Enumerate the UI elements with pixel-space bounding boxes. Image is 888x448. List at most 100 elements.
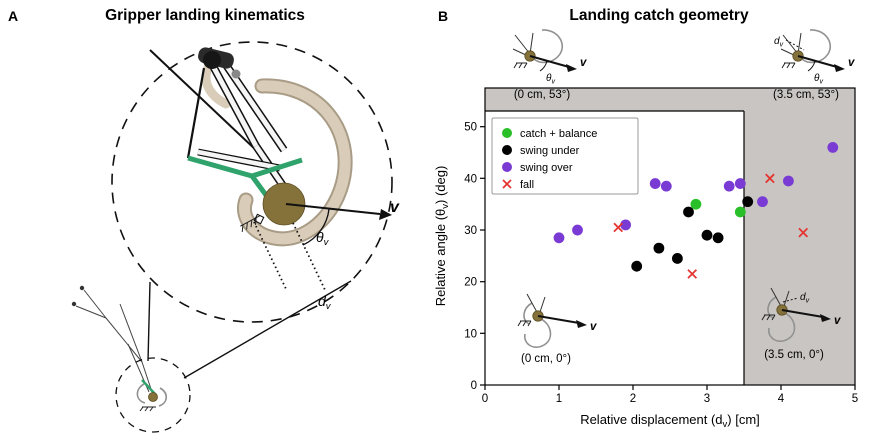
- inset-displacement-label: dv: [774, 36, 784, 49]
- inset-theta-arc: [539, 60, 548, 72]
- inset-theta-arc: [807, 60, 816, 72]
- inset-velocity-label: v: [848, 57, 855, 69]
- data-point-swing-over: [620, 219, 631, 231]
- inset-theta-label: θv: [546, 73, 555, 86]
- ground-hatch-small: [139, 406, 156, 412]
- inset-velocity-label: v: [834, 315, 841, 327]
- inset-velocity-arrowhead: [566, 64, 577, 72]
- x-axis-label: Relative displacement (dv) [cm]: [580, 412, 760, 430]
- legend-box: [491, 117, 639, 195]
- data-point-swing-under: [672, 253, 683, 264]
- tether-line: [149, 49, 259, 153]
- data-point-swing-over: [723, 180, 735, 192]
- gripper-kinematics-drawing: v θv dv: [71, 41, 400, 433]
- robot-foot: [71, 301, 77, 307]
- panel-a: v θv dv A Gripper landing kinematics: [0, 0, 430, 448]
- inset-displacement-line: [782, 297, 799, 303]
- gripper-axis-dotted: [292, 222, 327, 293]
- zoom-circle-small: [115, 357, 191, 433]
- inset-velocity-arrow: [781, 308, 824, 319]
- data-point-swing-over: [572, 224, 583, 236]
- velocity-label: v: [390, 199, 400, 216]
- inset-top-left: θv v (0 cm, 53°): [512, 29, 587, 101]
- hook-left-part: [201, 63, 231, 109]
- data-point-swing-under: [701, 229, 713, 241]
- data-point-swing-over: [757, 196, 768, 208]
- right-angle-marker: [253, 213, 265, 225]
- data-point-fall: [687, 269, 698, 279]
- data-point-swing-under: [712, 232, 724, 244]
- theta-label: θv: [316, 229, 330, 248]
- hook-body: [239, 80, 351, 245]
- data-point-fall: [765, 173, 775, 184]
- theta-arc: [302, 208, 330, 246]
- data-point-swing-over: [660, 180, 672, 192]
- perch-dot: [262, 182, 306, 226]
- inset-velocity-arrowhead: [576, 320, 587, 328]
- robot-overview-sketch: [71, 285, 191, 433]
- data-point-swing-over: [553, 232, 565, 244]
- callout-line-right: [183, 280, 352, 379]
- data-point-swing-under: [653, 242, 665, 254]
- legend-marker-swing-over: [502, 162, 512, 172]
- legend: catch + balance swing under swing over f…: [491, 117, 639, 195]
- data-point-swing-over: [827, 142, 839, 153]
- ground-hatch: [240, 215, 260, 232]
- svg-text:50: 50: [464, 122, 477, 134]
- legend-marker-swing-under: [502, 145, 512, 155]
- svg-text:5: 5: [852, 393, 858, 405]
- actuator-assembly: [198, 47, 241, 79]
- panel-b: 0 1 2 3 4 5 0 10 20 30 40 50: [430, 0, 888, 448]
- scatter-chart: 0 1 2 3 4 5 0 10 20 30 40 50: [433, 29, 858, 430]
- inset-ground-hatch: [761, 314, 776, 321]
- svg-text:30: 30: [464, 225, 477, 237]
- y-tick-labels: 0 10 20 30 40 50: [464, 122, 477, 392]
- green-link-small: [141, 379, 156, 395]
- inset-velocity-arrowhead: [820, 314, 831, 322]
- panel-b-title: Landing catch geometry: [569, 7, 749, 24]
- svg-text:2: 2: [630, 393, 636, 405]
- plot-frame: [484, 87, 856, 386]
- svg-text:3: 3: [704, 393, 710, 405]
- x-tick-labels: 0 1 2 3 4 5: [482, 393, 858, 405]
- data-point-catch-balance: [734, 206, 746, 218]
- data-point-fall: [798, 227, 809, 238]
- legend-marker-fall: [502, 179, 512, 189]
- data-point-fall: [613, 222, 624, 233]
- y-axis-ticks: [480, 126, 485, 386]
- data-point-swing-under: [683, 206, 694, 218]
- scatter-points: [553, 142, 839, 279]
- data-point-swing-over: [649, 178, 661, 189]
- velocity-arrow: [285, 202, 381, 216]
- legend-label-swing-under: swing under: [520, 145, 580, 157]
- inset-velocity-arrow: [529, 54, 570, 69]
- data-point-swing-under: [742, 196, 754, 208]
- inset-velocity-label: v: [580, 57, 587, 69]
- velocity-arrowhead: [379, 209, 392, 220]
- callout-line-left: [147, 281, 151, 362]
- data-point-swing-over: [783, 175, 794, 187]
- inset-theta-label: θv: [814, 73, 823, 86]
- inset-top-right: dv θv v (3.5 cm, 53°): [773, 29, 855, 101]
- inset-ground-hatch: [517, 320, 532, 327]
- legend-marker-catch: [502, 128, 512, 138]
- small-hook-right: [158, 387, 168, 407]
- data-point-catch-balance: [690, 198, 702, 210]
- inset-velocity-label: v: [590, 321, 597, 333]
- panel-b-letter: B: [438, 8, 449, 24]
- perch-dot-small: [148, 392, 158, 402]
- panel-a-letter: A: [8, 8, 19, 24]
- left-linkage-line: [186, 67, 206, 159]
- svg-text:0: 0: [482, 393, 488, 405]
- legend-label-fall: fall: [520, 179, 534, 191]
- inset-velocity-arrow: [797, 54, 838, 69]
- x-axis-ticks: [484, 385, 856, 390]
- legend-label-catch: catch + balance: [520, 128, 597, 140]
- zoom-circle: [111, 41, 393, 323]
- svg-text:20: 20: [464, 277, 477, 289]
- displacement-label: dv: [318, 293, 332, 312]
- inset-displacement-line: [785, 39, 805, 51]
- svg-text:40: 40: [464, 173, 477, 185]
- data-point-swing-over: [734, 178, 746, 189]
